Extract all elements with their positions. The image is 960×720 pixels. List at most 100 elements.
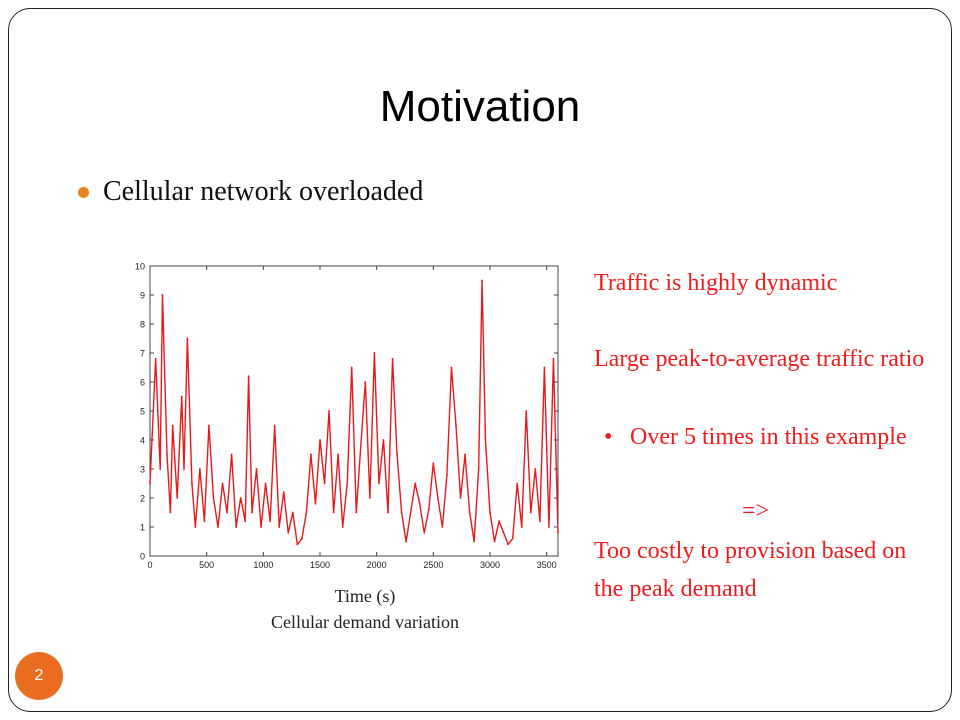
data-point bbox=[498, 520, 500, 523]
y-tick-label: 6 bbox=[140, 378, 145, 388]
data-point bbox=[396, 453, 398, 456]
note-peak-ratio: Large peak-to-average traffic ratio bbox=[594, 346, 925, 372]
data-point bbox=[529, 511, 532, 514]
data-point bbox=[161, 294, 164, 296]
data-point bbox=[221, 482, 224, 485]
data-point bbox=[183, 468, 185, 470]
chart-axis-caption: Time (s) bbox=[334, 586, 396, 606]
page-title: Motivation bbox=[379, 82, 581, 131]
y-tick-label: 9 bbox=[140, 291, 145, 301]
data-point bbox=[203, 520, 206, 523]
data-point bbox=[208, 424, 210, 427]
note-arrow: => bbox=[742, 498, 770, 524]
data-point bbox=[446, 473, 448, 476]
data-point bbox=[405, 540, 408, 543]
x-tick-label: 3000 bbox=[480, 560, 500, 570]
x-tick-label: 500 bbox=[199, 560, 214, 570]
data-point bbox=[226, 511, 228, 514]
demand-series-line bbox=[149, 279, 559, 546]
data-point bbox=[373, 352, 376, 354]
data-point bbox=[282, 491, 285, 494]
data-point bbox=[305, 511, 308, 514]
data-point bbox=[400, 511, 403, 514]
y-tick-label: 8 bbox=[140, 320, 145, 330]
data-point bbox=[300, 537, 303, 540]
data-point bbox=[194, 526, 197, 528]
demand-chart: 0 1 2 3 4 5 6 7 8 9 10 0 500 1000 1500 2000 2500 3000 3500 bbox=[135, 262, 559, 570]
data-point bbox=[543, 366, 546, 369]
y-tick-label: 10 bbox=[135, 262, 145, 272]
data-point bbox=[332, 511, 335, 514]
data-point bbox=[264, 482, 267, 485]
data-point bbox=[552, 357, 555, 360]
x-tick-label: 2500 bbox=[423, 560, 443, 570]
data-point bbox=[273, 424, 276, 427]
chart-caption: Cellular demand variation bbox=[271, 612, 459, 632]
data-point bbox=[557, 531, 559, 534]
data-point bbox=[328, 410, 330, 412]
data-point bbox=[418, 502, 421, 505]
x-tick-label: 2000 bbox=[367, 560, 387, 570]
data-point bbox=[291, 511, 294, 514]
data-point bbox=[230, 453, 233, 456]
data-point bbox=[387, 511, 389, 514]
data-point bbox=[481, 279, 483, 282]
data-point bbox=[378, 482, 380, 485]
data-point bbox=[247, 375, 250, 378]
data-point bbox=[525, 410, 528, 412]
data-point bbox=[441, 526, 444, 528]
main-bullet: Cellular network overloaded bbox=[78, 176, 423, 208]
data-point bbox=[235, 526, 238, 528]
data-point bbox=[364, 381, 367, 383]
data-point bbox=[484, 439, 487, 441]
data-point bbox=[166, 453, 168, 456]
data-point bbox=[149, 482, 151, 485]
data-point bbox=[255, 468, 258, 470]
data-point bbox=[468, 511, 471, 514]
data-point bbox=[169, 511, 172, 514]
data-point bbox=[260, 526, 262, 528]
data-point bbox=[459, 497, 462, 499]
y-tick-label: 2 bbox=[140, 494, 145, 504]
data-point bbox=[368, 497, 371, 499]
y-tick-label: 1 bbox=[140, 523, 145, 533]
data-point bbox=[548, 526, 550, 528]
data-point bbox=[391, 357, 394, 360]
y-tick-label: 0 bbox=[140, 552, 145, 562]
main-bullet-text: Cellular network overloaded bbox=[103, 176, 424, 207]
data-point bbox=[355, 511, 358, 514]
data-point bbox=[287, 531, 290, 534]
data-point bbox=[409, 511, 412, 514]
data-point bbox=[154, 357, 157, 360]
data-point bbox=[186, 337, 189, 340]
data-point bbox=[473, 540, 476, 543]
x-tick-label: 1500 bbox=[310, 560, 330, 570]
note-traffic-dynamic: Traffic is highly dynamic bbox=[594, 270, 838, 296]
y-tick-label: 5 bbox=[140, 407, 145, 417]
data-point bbox=[538, 520, 541, 523]
data-point bbox=[493, 540, 496, 543]
data-point bbox=[477, 468, 480, 470]
data-point bbox=[346, 482, 349, 485]
data-point bbox=[516, 482, 519, 485]
data-point bbox=[244, 520, 247, 523]
data-point bbox=[159, 468, 162, 470]
data-point bbox=[489, 511, 491, 514]
data-point bbox=[217, 526, 219, 528]
note-conclusion: Too costly to provision based on the pea… bbox=[594, 538, 907, 602]
data-point bbox=[359, 444, 362, 447]
data-point bbox=[520, 526, 523, 528]
data-point bbox=[341, 526, 344, 528]
data-point bbox=[502, 531, 505, 534]
note-bullet-text: Over 5 times in this example bbox=[630, 424, 907, 450]
bullet-dot-icon bbox=[78, 186, 89, 198]
data-point bbox=[450, 366, 453, 369]
data-point bbox=[511, 537, 514, 540]
data-point bbox=[314, 502, 317, 505]
y-tick-label: 4 bbox=[140, 436, 145, 446]
data-point bbox=[337, 453, 340, 456]
data-point bbox=[414, 482, 417, 485]
data-point bbox=[455, 424, 457, 427]
x-tick-label: 1000 bbox=[253, 560, 273, 570]
data-point bbox=[176, 497, 179, 499]
